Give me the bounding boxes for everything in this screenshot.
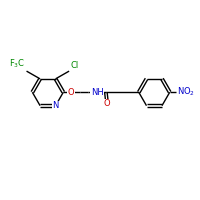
Text: N: N [52,101,59,110]
Text: NO$_2$: NO$_2$ [177,85,196,98]
Text: NH: NH [91,88,104,97]
Text: Cl: Cl [70,61,78,70]
Text: O: O [68,88,74,97]
Text: F$_3$C: F$_3$C [9,58,26,70]
Text: O: O [104,99,110,108]
